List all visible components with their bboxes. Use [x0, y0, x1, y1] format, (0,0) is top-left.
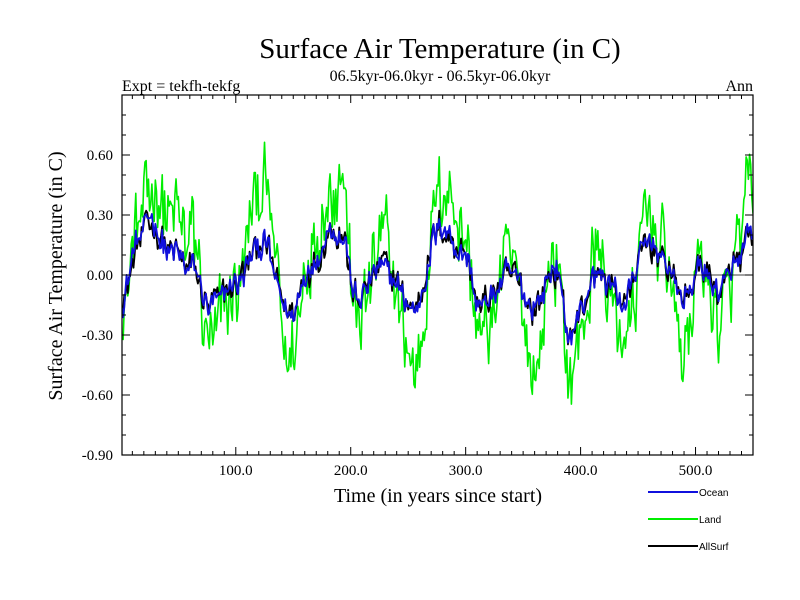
x-tick-label: 400.0 — [564, 463, 598, 479]
series-layer — [122, 141, 753, 405]
x-axis: 100.0 200.0 300.0 400.0 500.0 — [131, 95, 754, 479]
legend-label-ocean: Ocean — [699, 488, 728, 499]
season-label: Ann — [725, 78, 753, 95]
y-tick-label: -0.30 — [82, 328, 113, 344]
y-tick-label: 0.00 — [87, 268, 113, 284]
y-tick-label: 0.60 — [87, 148, 113, 164]
x-tick-label: 200.0 — [334, 463, 368, 479]
chart-title: Surface Air Temperature (in C) — [259, 33, 620, 65]
series-ocean-line — [122, 213, 753, 346]
x-tick-label: 100.0 — [219, 463, 253, 479]
experiment-label: Expt = tekfh-tekfg — [122, 78, 240, 95]
x-tick-label: 300.0 — [449, 463, 483, 479]
series-land-line — [122, 141, 753, 405]
x-axis-label: Time (in years since start) — [334, 485, 542, 507]
y-tick-label: -0.60 — [82, 388, 113, 404]
legend-label-land: Land — [699, 515, 721, 526]
x-tick-label: 500.0 — [679, 463, 713, 479]
y-axis: -0.90 -0.60 -0.30 0.00 0.30 0.60 — [82, 94, 753, 464]
y-tick-label: 0.30 — [87, 208, 113, 224]
y-axis-label: Surface Air Temperature (in C) — [45, 151, 67, 400]
period-label: 06.5kyr-06.0kyr - 06.5kyr-06.0kyr — [330, 68, 551, 85]
y-tick-label: -0.90 — [82, 448, 113, 464]
legend: Ocean Land AllSurf — [648, 488, 729, 553]
legend-label-allsurf: AllSurf — [699, 542, 729, 553]
